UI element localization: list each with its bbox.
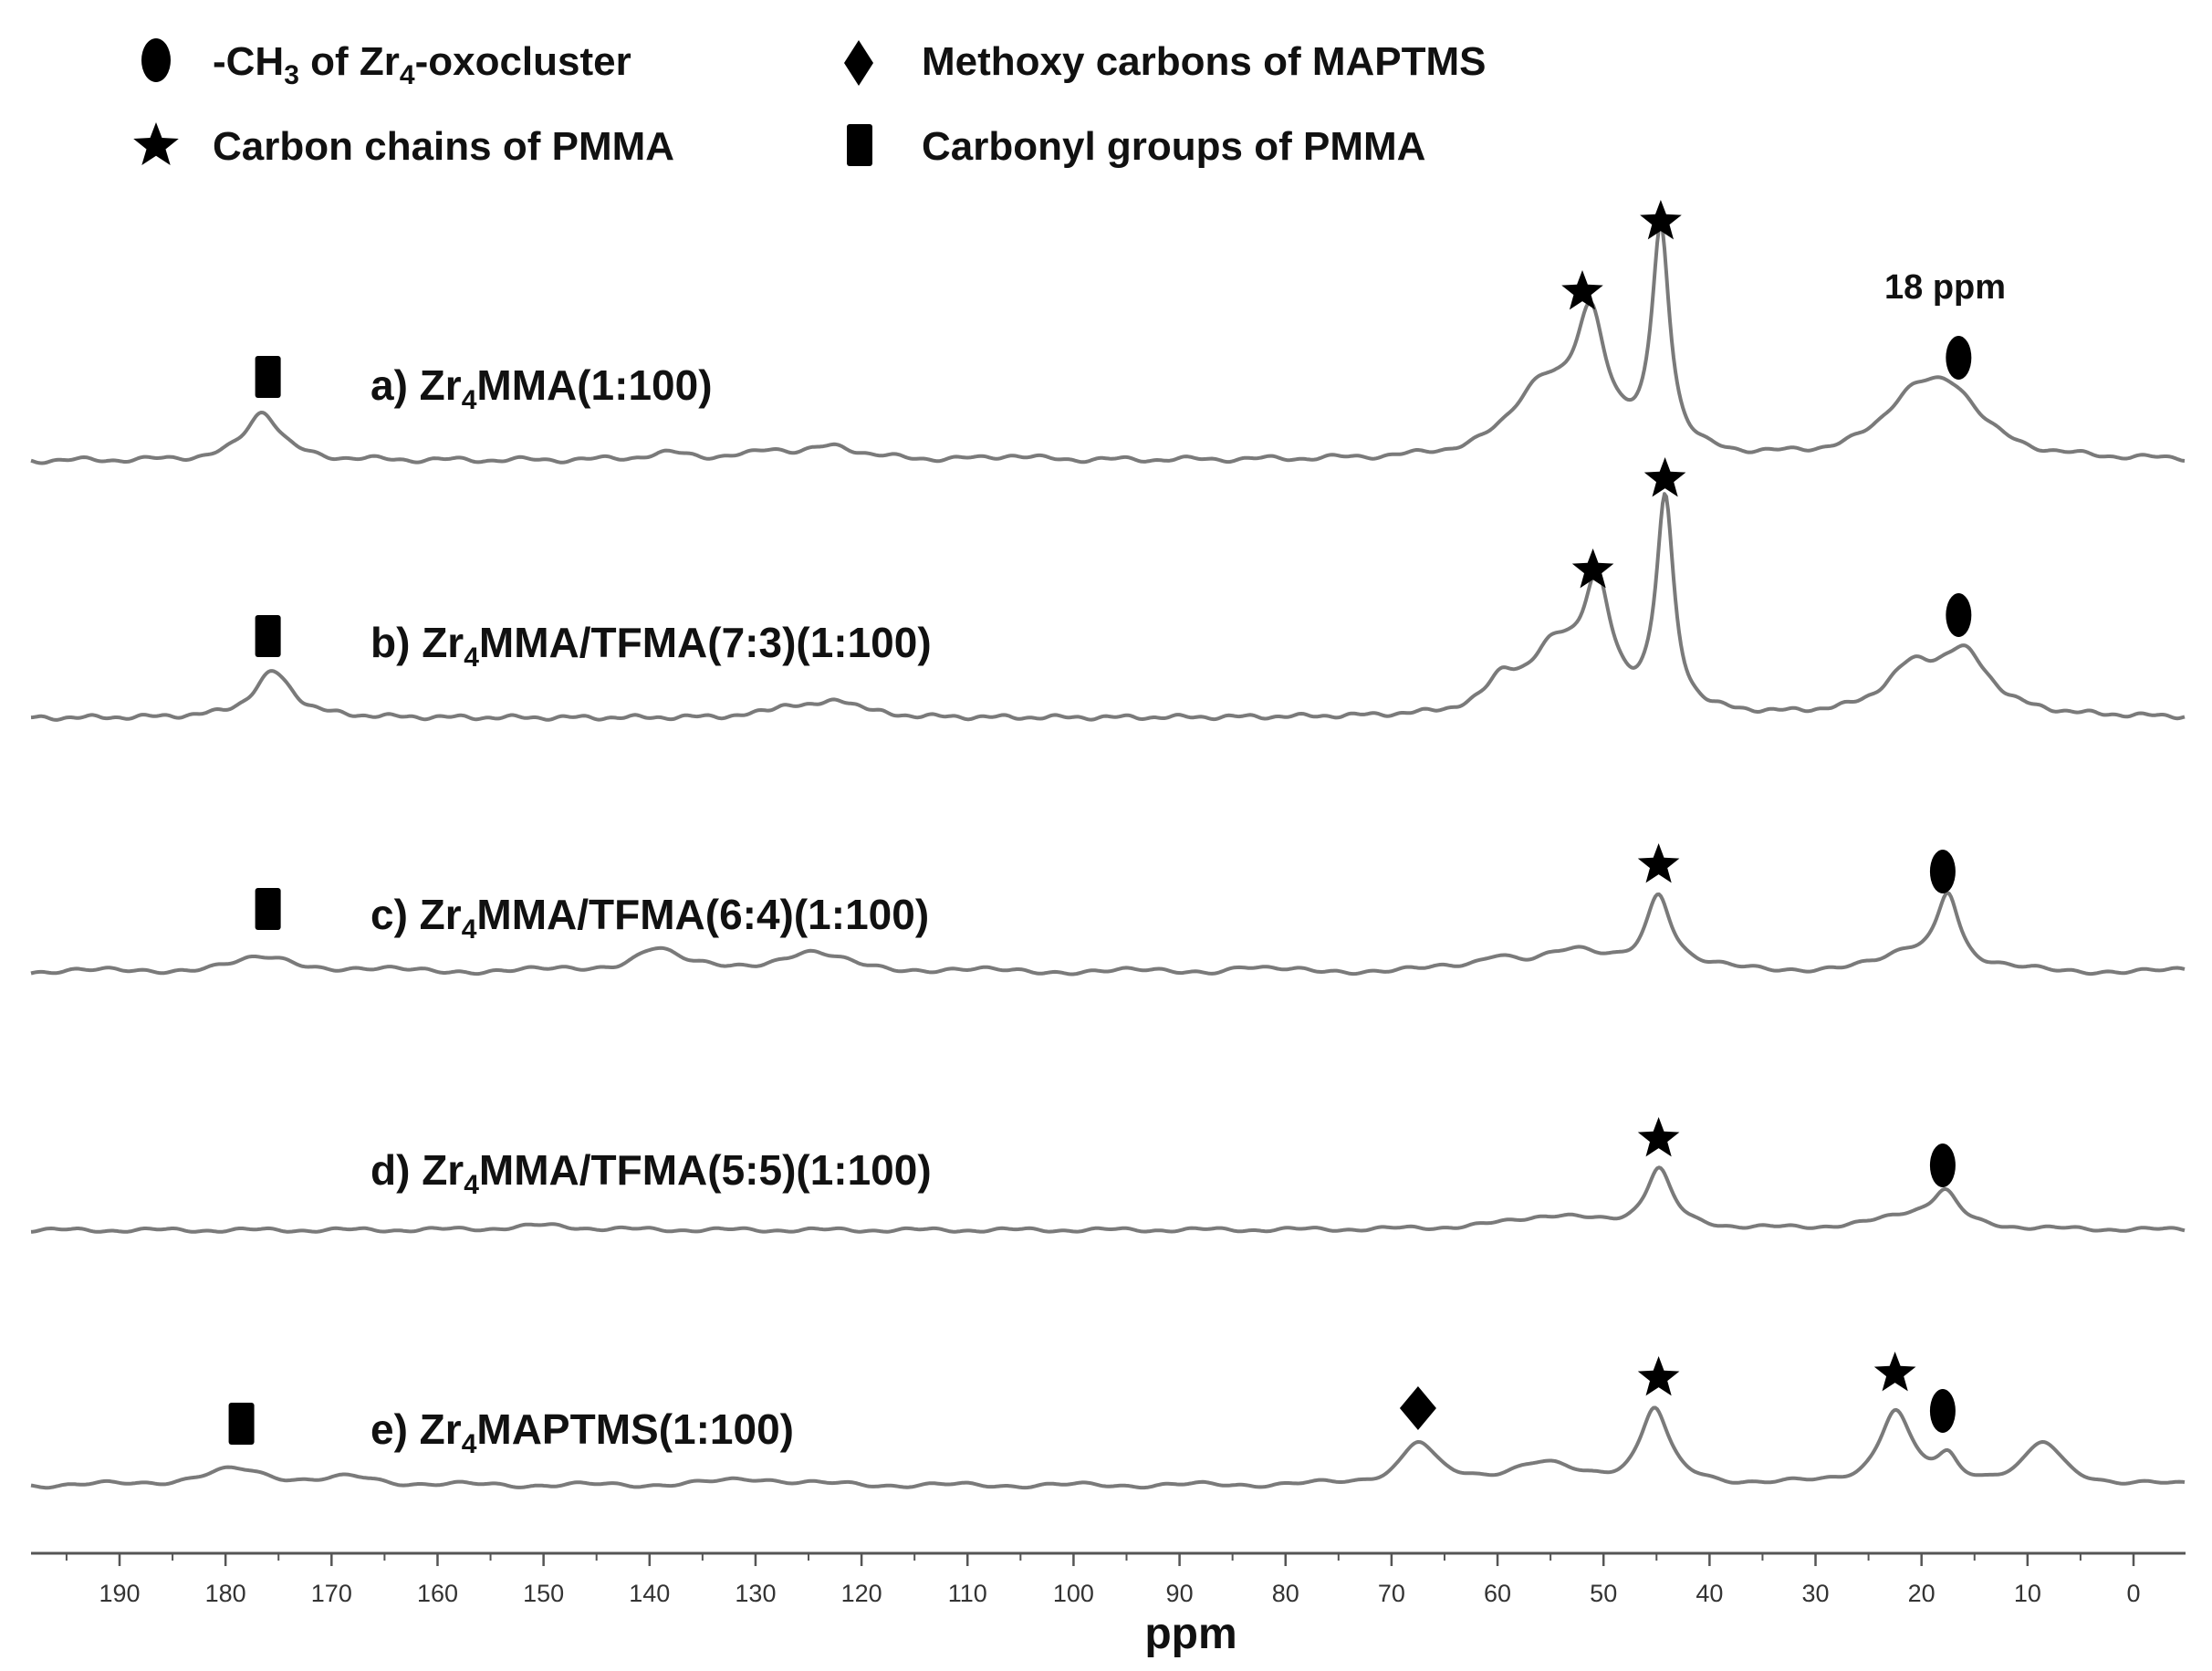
methoxy-diamond-marker [1399,1386,1436,1430]
annotation-18ppm: 18 ppm [1884,268,2006,307]
ch3-ellipse-marker [1929,1389,1956,1433]
spectrum-line-b [30,492,2186,722]
x-tick-label: 40 [1696,1580,1723,1607]
x-tick-label: 80 [1272,1580,1299,1607]
star-marker-icon [133,122,179,165]
spectrum-line-a [30,221,2186,465]
x-axis: 190 180 170 160 150 140 130 120 110 100 90 80 70 60 50… [31,1551,2186,1658]
spectrum-labels: a) Zr4MMA(1:100) b) Zr4MMA/TFMA(7:3)(1:1… [370,361,932,1459]
x-tick-label: 90 [1166,1580,1194,1607]
legend: -CH3 of Zr4-oxocluster Methoxy carbons o… [133,38,1487,169]
x-tick-label: 20 [1908,1580,1936,1607]
legend-ellipse-text: -CH3 of Zr4-oxocluster [213,39,631,90]
carbon-chain-star-marker [1637,1117,1680,1157]
peak-markers [228,200,1972,1445]
carbon-chain-star-marker [1637,1356,1680,1396]
ch3-ellipse-marker [1946,593,1972,637]
ellipse-marker-icon [141,38,171,82]
ch3-ellipse-marker [1929,850,1956,893]
carbon-chain-star-marker [1873,1352,1916,1392]
spectra-traces [30,221,2186,1490]
carbon-chain-star-marker [1561,270,1603,310]
legend-diamond-text: Methoxy carbons of MAPTMS [922,39,1487,84]
diamond-marker-icon [844,40,873,86]
legend-rect-text: Carbonyl groups of PMMA [922,124,1425,169]
spectrum-label-c: c) Zr4MMA/TFMA(6:4)(1:100) [370,891,929,945]
x-tick-label: 30 [1802,1580,1830,1607]
x-tick-label: 140 [629,1580,670,1607]
x-tick-label: 100 [1053,1580,1094,1607]
carbon-chain-star-marker [1637,843,1680,883]
x-tick-label: 110 [948,1580,987,1607]
spectrum-line-e [30,1405,2186,1490]
x-tick-label: 160 [417,1580,458,1607]
x-tick-label: 10 [2014,1580,2041,1607]
x-tick-label: 50 [1590,1580,1617,1607]
spectrum-line-d [30,1165,2186,1234]
spectrum-label-b: b) Zr4MMA/TFMA(7:3)(1:100) [370,619,932,673]
rect-marker-icon [847,124,872,166]
ch3-ellipse-marker [1929,1144,1956,1187]
spectrum-label-d: d) Zr4MMA/TFMA(5:5)(1:100) [370,1146,932,1200]
x-tick-label: 70 [1378,1580,1405,1607]
spectrum-label-a: a) Zr4MMA(1:100) [370,361,713,415]
x-tick-label: 120 [841,1580,882,1607]
x-tick-label: 190 [99,1580,140,1607]
carbonyl-rect-marker [255,615,281,657]
x-tick-label: 130 [735,1580,776,1607]
legend-star-text: Carbon chains of PMMA [213,124,674,169]
spectrum-label-e: e) Zr4MAPTMS(1:100) [370,1405,794,1459]
x-tick-label: 150 [523,1580,564,1607]
x-tick-label: 0 [2126,1580,2140,1607]
spectrum-line-c [30,891,2186,976]
carbon-chain-star-marker [1571,548,1614,589]
x-tick-label: 180 [205,1580,246,1607]
x-axis-title: ppm [1144,1610,1236,1658]
carbonyl-rect-marker [255,888,281,930]
x-tick-label: 170 [311,1580,352,1607]
ch3-ellipse-marker [1946,336,1972,380]
x-tick-label: 60 [1484,1580,1511,1607]
x-axis-ticks: 190 180 170 160 150 140 130 120 110 100 90 80 70 60 50… [65,1553,2141,1607]
carbonyl-rect-marker [228,1403,255,1445]
carbonyl-rect-marker [255,356,281,398]
carbon-chain-star-marker [1640,200,1682,240]
carbon-chain-star-marker [1643,457,1686,497]
